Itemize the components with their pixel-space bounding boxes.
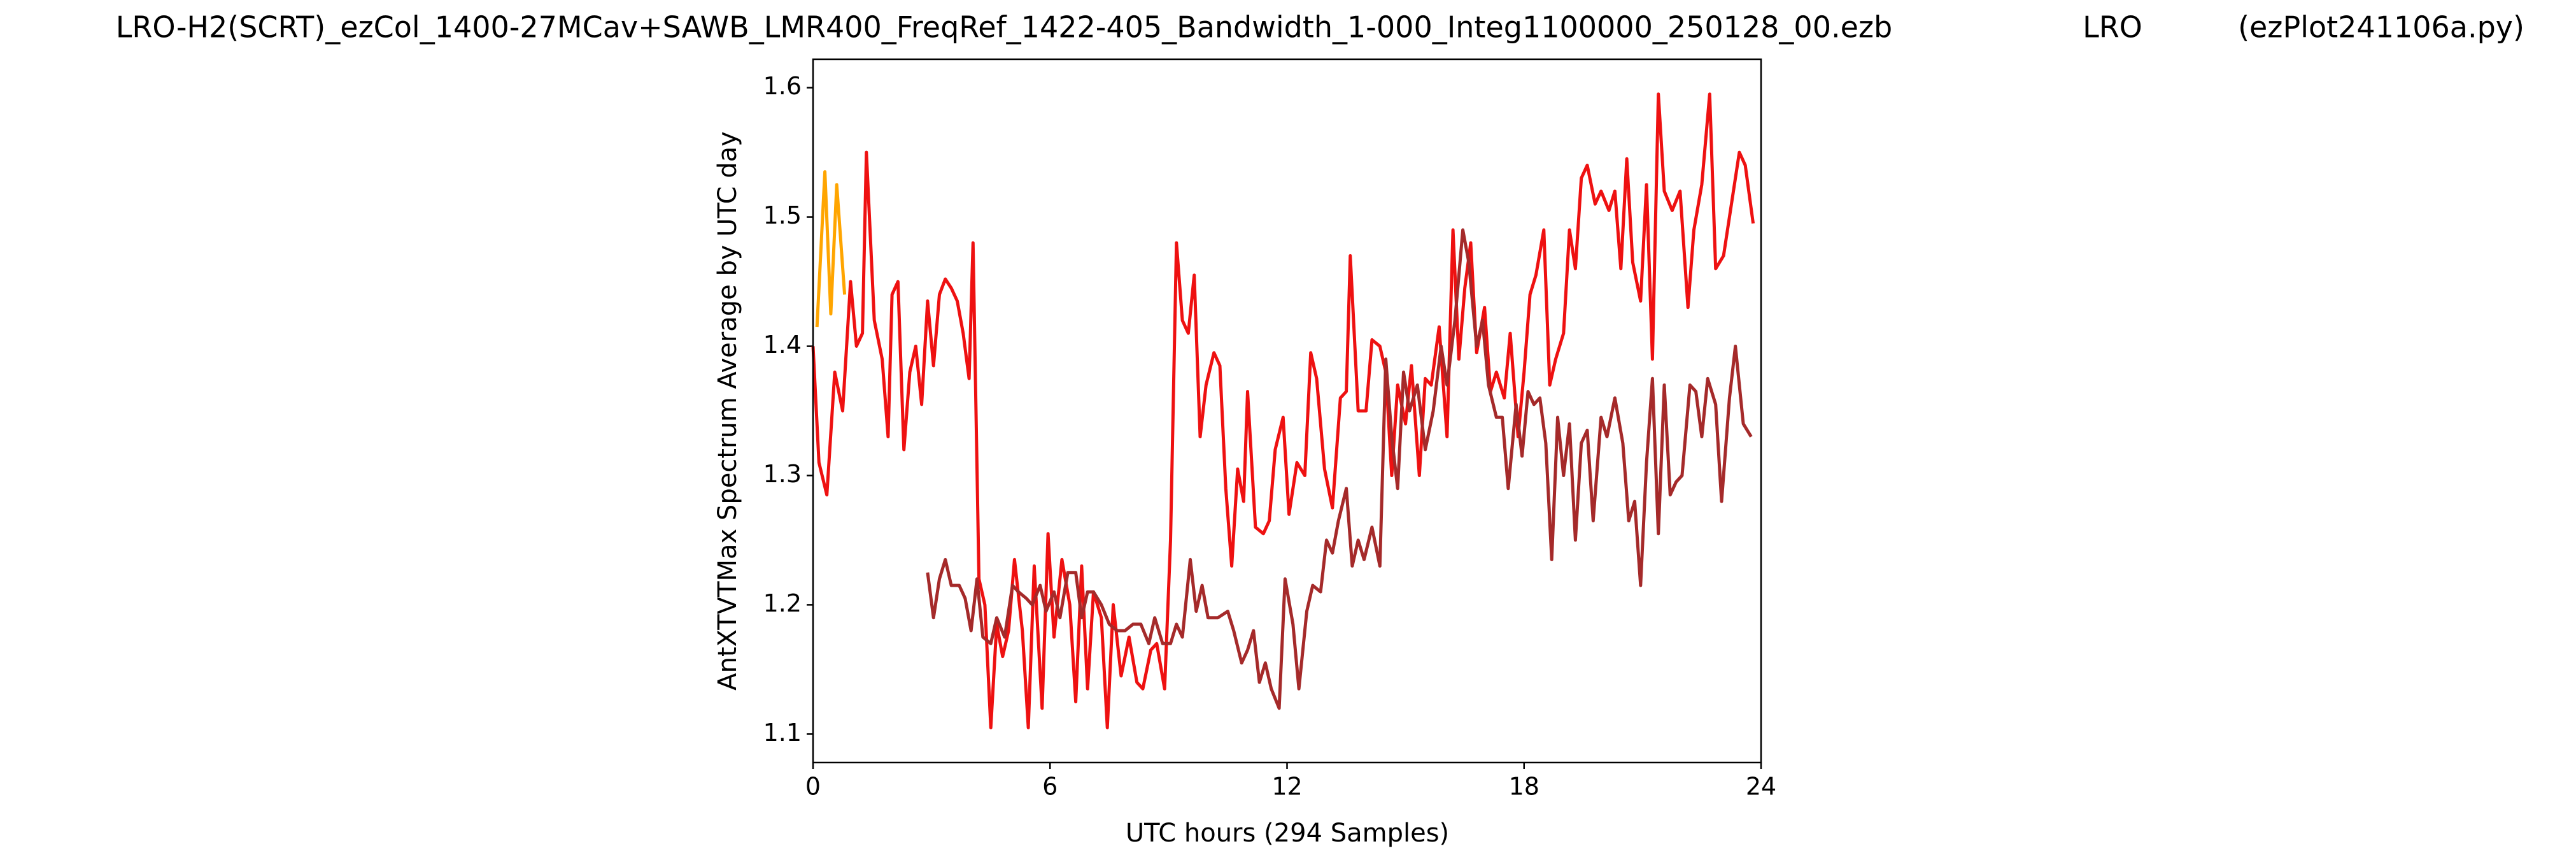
y-tick-label: 1.6 bbox=[763, 72, 802, 100]
y-tick-label: 1.2 bbox=[763, 589, 802, 617]
data-line bbox=[926, 228, 1753, 710]
x-tick-label: 0 bbox=[805, 773, 821, 801]
chart-title-script: (ezPlot241106a.py) bbox=[2238, 10, 2524, 45]
chart-title-station: LRO bbox=[2083, 10, 2142, 45]
x-tick-label: 24 bbox=[1746, 773, 1776, 801]
y-tick-label: 1.5 bbox=[763, 201, 802, 229]
x-axis-label: UTC hours (294 Samples) bbox=[1126, 819, 1449, 848]
data-line bbox=[815, 170, 847, 327]
chart-title: LRO-H2(SCRT)_ezCol_1400-27MCav+SAWB_LMR4… bbox=[116, 10, 1892, 45]
x-tick-label: 6 bbox=[1042, 773, 1058, 801]
x-tick-label: 18 bbox=[1509, 773, 1539, 801]
x-tick-label: 12 bbox=[1271, 773, 1302, 801]
y-axis-label: AntXTVTMax Spectrum Average by UTC day bbox=[713, 131, 742, 691]
data-line bbox=[811, 92, 1755, 729]
y-tick-label: 1.1 bbox=[763, 719, 802, 747]
plot-frame bbox=[812, 58, 1762, 764]
y-tick-label: 1.3 bbox=[763, 460, 802, 488]
y-tick-label: 1.4 bbox=[763, 331, 802, 359]
